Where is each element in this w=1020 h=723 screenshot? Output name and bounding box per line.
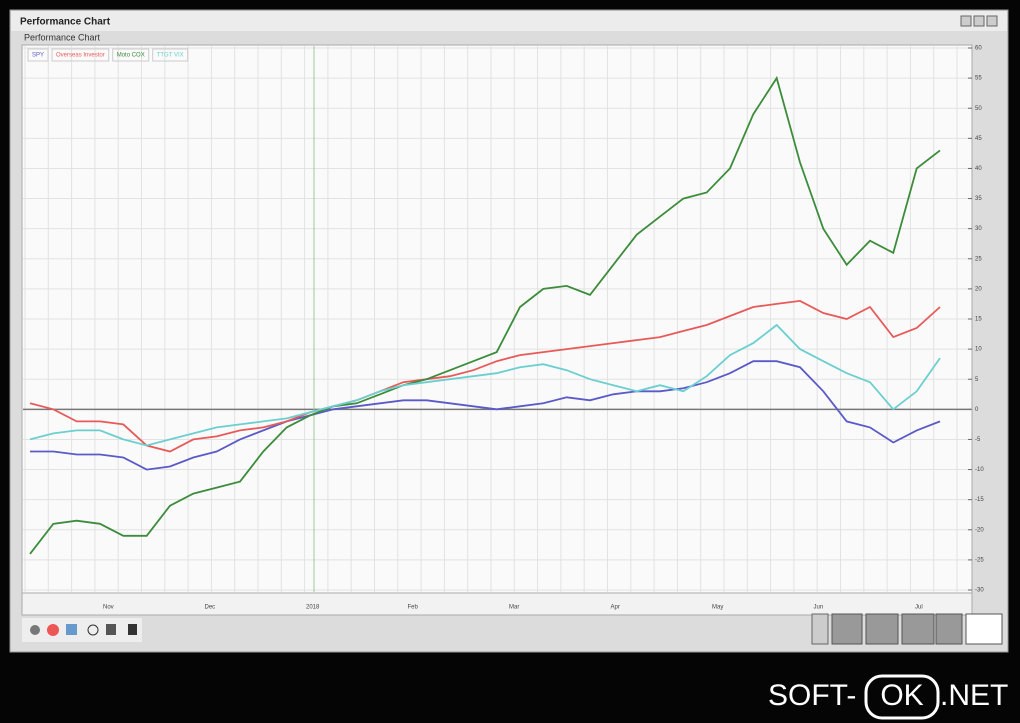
y-tick-label: 55	[975, 76, 982, 82]
watermark-middle: OK	[880, 679, 923, 712]
x-tick-label: Dec	[205, 605, 216, 611]
y-tick-label: 60	[975, 46, 982, 52]
tool-icon[interactable]	[87, 624, 99, 636]
watermark-left: SOFT-	[768, 679, 856, 712]
legend-box	[27, 48, 49, 62]
watermark-right: .NET	[940, 679, 1008, 712]
y-tick-label: 10	[975, 347, 982, 353]
y-tick-label: 25	[975, 256, 982, 262]
x-tick-label: Feb	[408, 605, 419, 611]
period-tab[interactable]	[935, 613, 963, 645]
y-tick-label: 15	[975, 317, 982, 323]
y-tick-label: 45	[975, 136, 982, 142]
close-button[interactable]	[986, 15, 998, 27]
x-tick-label: 2018	[306, 605, 320, 611]
legend-box	[112, 48, 150, 62]
period-tab[interactable]	[831, 613, 863, 645]
x-tick-label: Jun	[814, 605, 824, 611]
legend-entry: Overseas Investor	[56, 53, 105, 59]
x-tick-label: Apr	[611, 605, 620, 611]
series-line	[29, 323, 941, 447]
x-tick-label: Jul	[915, 605, 923, 611]
tool-icon[interactable]	[30, 625, 40, 635]
y-tick-label: 5	[975, 377, 979, 383]
scroll-button[interactable]	[811, 613, 829, 645]
period-tab[interactable]	[865, 613, 899, 645]
period-tab[interactable]	[965, 613, 1003, 645]
legend-box	[51, 48, 110, 62]
x-axis-strip	[21, 592, 973, 616]
y-tick-label: 35	[975, 196, 982, 202]
watermark: SOFT- OK .NET	[768, 674, 1008, 720]
chart-title: Performance Chart	[24, 32, 101, 42]
window-title: Performance Chart	[20, 17, 111, 28]
legend: SPY Overseas Investor Moto COX TTGT VIX	[27, 48, 189, 62]
legend-box	[152, 48, 189, 62]
toolbar-bg	[22, 618, 142, 642]
y-tick-label: -5	[975, 437, 981, 443]
series-line	[29, 75, 941, 555]
y-tick-label: 20	[975, 286, 982, 292]
y-tick-label: -15	[975, 497, 984, 503]
y-tick-label: -20	[975, 527, 984, 533]
y-tick-label: -30	[975, 588, 984, 594]
x-tick-label: Mar	[509, 605, 519, 611]
y-tick-label: 40	[975, 166, 982, 172]
x-tick-label: May	[712, 605, 723, 611]
toolbar	[22, 613, 1003, 645]
x-tick-label: Nov	[103, 605, 114, 611]
legend-entry: TTGT VIX	[157, 53, 184, 59]
y-tick-label: -25	[975, 557, 984, 563]
tool-icon[interactable]	[66, 624, 77, 635]
tool-icon[interactable]	[128, 624, 137, 635]
legend-entry: SPY	[32, 53, 44, 59]
series-line	[30, 360, 941, 471]
minimize-button[interactable]	[960, 15, 972, 27]
period-tab[interactable]	[901, 613, 935, 645]
vertical-grid	[24, 46, 958, 592]
series-line	[29, 299, 941, 453]
tool-icon[interactable]	[47, 624, 59, 636]
y-tick-label: 0	[975, 407, 979, 413]
maximize-button[interactable]	[973, 15, 985, 27]
window-controls[interactable]	[960, 15, 998, 27]
tool-icon[interactable]	[106, 624, 116, 635]
y-tick-label: -10	[975, 467, 984, 473]
y-tick-label: 30	[975, 226, 982, 232]
watermark-box	[864, 674, 940, 720]
legend-entry: Moto COX	[117, 53, 145, 59]
y-tick-label: 50	[975, 106, 982, 112]
title-bar	[11, 11, 1007, 31]
